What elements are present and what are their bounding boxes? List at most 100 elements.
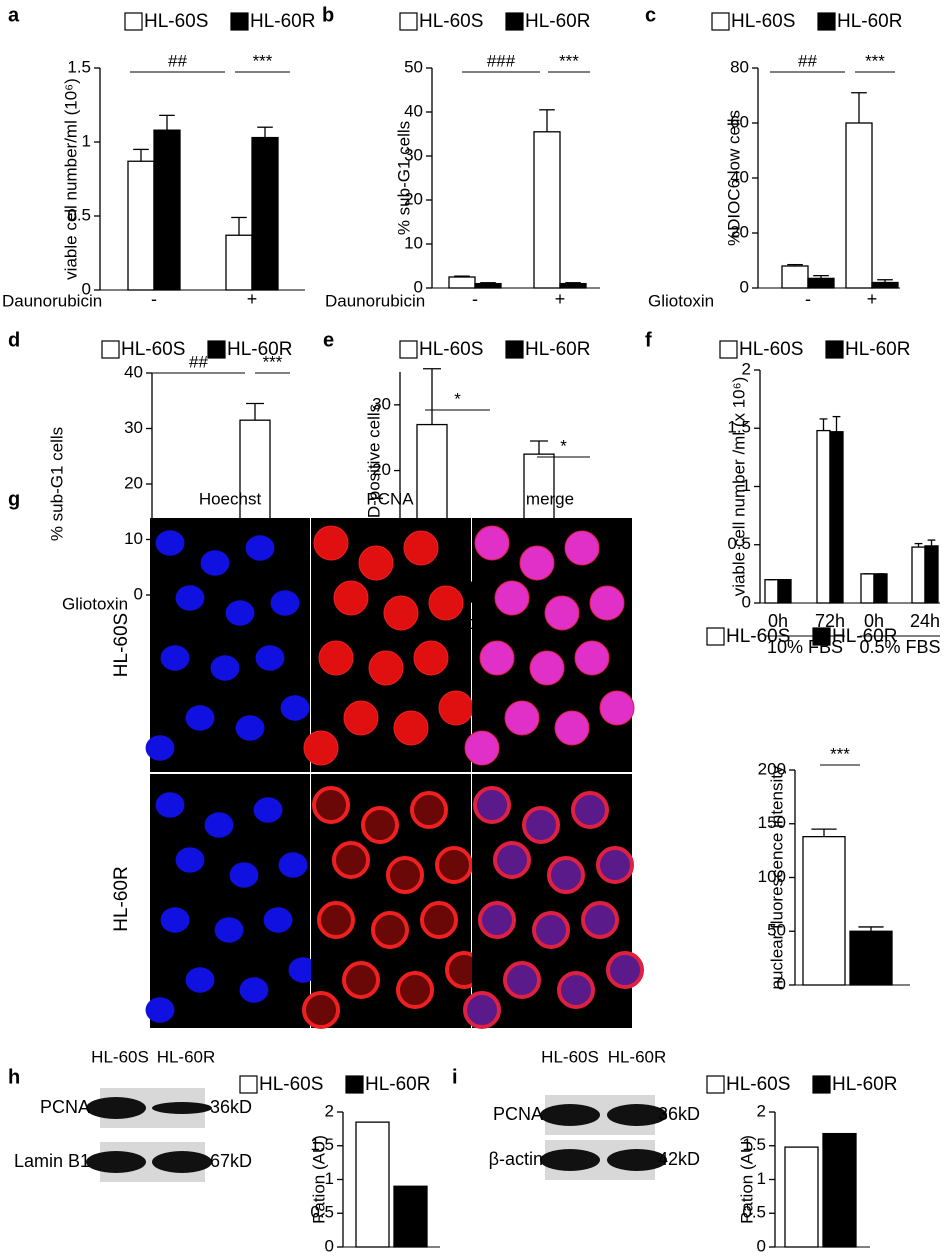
cell [303, 730, 339, 766]
bar [822, 1132, 857, 1248]
x-tick-label: + [247, 289, 258, 309]
error-bar [565, 282, 581, 284]
x-tick-label: 0h [864, 611, 884, 631]
cell [571, 791, 609, 829]
column-header: PCNA [366, 489, 414, 508]
bar [807, 277, 835, 289]
y-tick-label: 1 [742, 476, 751, 495]
bar [127, 160, 155, 291]
bar [816, 429, 831, 604]
nucleus [175, 585, 205, 611]
nucleus [200, 550, 230, 576]
lane-label: HL-60R [157, 1047, 216, 1066]
error-bar [877, 279, 893, 283]
y-tick-label: 0.5 [310, 1203, 334, 1222]
legend-swatch [239, 1075, 258, 1094]
error-bar [787, 263, 803, 266]
legend-swatch [817, 12, 836, 31]
legend-label: HL-60R [832, 626, 897, 647]
cell [547, 856, 585, 894]
y-tick-label: 40 [730, 167, 749, 186]
bar [474, 282, 502, 289]
cell [557, 971, 595, 1009]
band [152, 1151, 212, 1173]
cell [519, 545, 555, 581]
significance-label: ## [189, 352, 208, 371]
cell [554, 710, 590, 746]
error-bar [927, 539, 936, 546]
error-bar [246, 402, 264, 421]
legend-swatch [711, 12, 730, 31]
y-axis-label: % sub-G1 cells [47, 427, 66, 541]
cell [383, 595, 419, 631]
y-axis-label: viable cell number/ml (10⁶) [61, 78, 80, 280]
bar [845, 122, 873, 289]
y-tick-label: 1.5 [727, 418, 751, 437]
cell [435, 846, 473, 884]
y-tick-label: 0 [740, 277, 749, 296]
band [86, 1097, 146, 1119]
nucleus [175, 847, 205, 873]
protein-label: PCNA [40, 1097, 90, 1117]
y-tick-label: 150 [758, 813, 786, 832]
y-tick-label: 80 [730, 57, 749, 76]
legend-swatch [207, 340, 226, 359]
nucleus [210, 655, 240, 681]
cell [463, 991, 501, 1029]
bar [781, 265, 809, 289]
nucleus [225, 600, 255, 626]
x-tick-label: - [472, 289, 478, 309]
nucleus [245, 535, 275, 561]
nucleus [263, 907, 293, 933]
band [607, 1104, 667, 1126]
cell [522, 806, 560, 844]
legend-label: HL-60S [419, 339, 483, 360]
panel-letter: i [452, 1066, 458, 1088]
y-tick-label: 0 [414, 277, 423, 296]
legend-swatch [825, 340, 844, 359]
legend-swatch [345, 1075, 364, 1094]
y-tick-label: 2 [325, 1101, 334, 1120]
y-tick-label: 30 [404, 145, 423, 164]
y-tick-label: 40 [404, 101, 423, 120]
legend-label: HL-60R [845, 339, 910, 360]
bar [860, 573, 875, 604]
nucleus [155, 530, 185, 556]
y-tick-label: 50 [767, 921, 786, 940]
nucleus [270, 590, 300, 616]
nucleus [145, 735, 175, 761]
cell [343, 700, 379, 736]
legend-swatch [124, 12, 143, 31]
significance-label: *** [263, 352, 283, 371]
legend-swatch [812, 1075, 831, 1094]
band [152, 1102, 212, 1114]
cell [473, 786, 511, 824]
panel-letter: h [8, 1066, 20, 1088]
y-tick-label: 0.5 [727, 534, 751, 553]
cell [581, 901, 619, 939]
bar [911, 546, 926, 604]
panel-letter: f [645, 329, 652, 351]
cell [478, 901, 516, 939]
error-bar [832, 415, 841, 432]
bar [871, 281, 899, 289]
y-tick-label: 30 [372, 394, 391, 413]
micrograph [150, 518, 310, 772]
cell [393, 710, 429, 746]
panel-letter: c [645, 4, 656, 26]
error-bar [811, 828, 837, 837]
x-tick-label: + [867, 289, 878, 309]
legend-swatch [706, 627, 725, 646]
y-tick-label: 20 [730, 222, 749, 241]
cell [312, 786, 350, 824]
y-axis-label: Ration (AU) [309, 1135, 328, 1224]
error-bar [480, 282, 496, 284]
bar [784, 1146, 819, 1248]
error-bar [858, 926, 884, 932]
legend-label: HL-60R [525, 11, 590, 32]
x-tick-label: 72h [815, 611, 845, 631]
nucleus [185, 705, 215, 731]
x-axis-label: Daunorubicin [2, 291, 102, 310]
x-tick-label: + [555, 289, 566, 309]
